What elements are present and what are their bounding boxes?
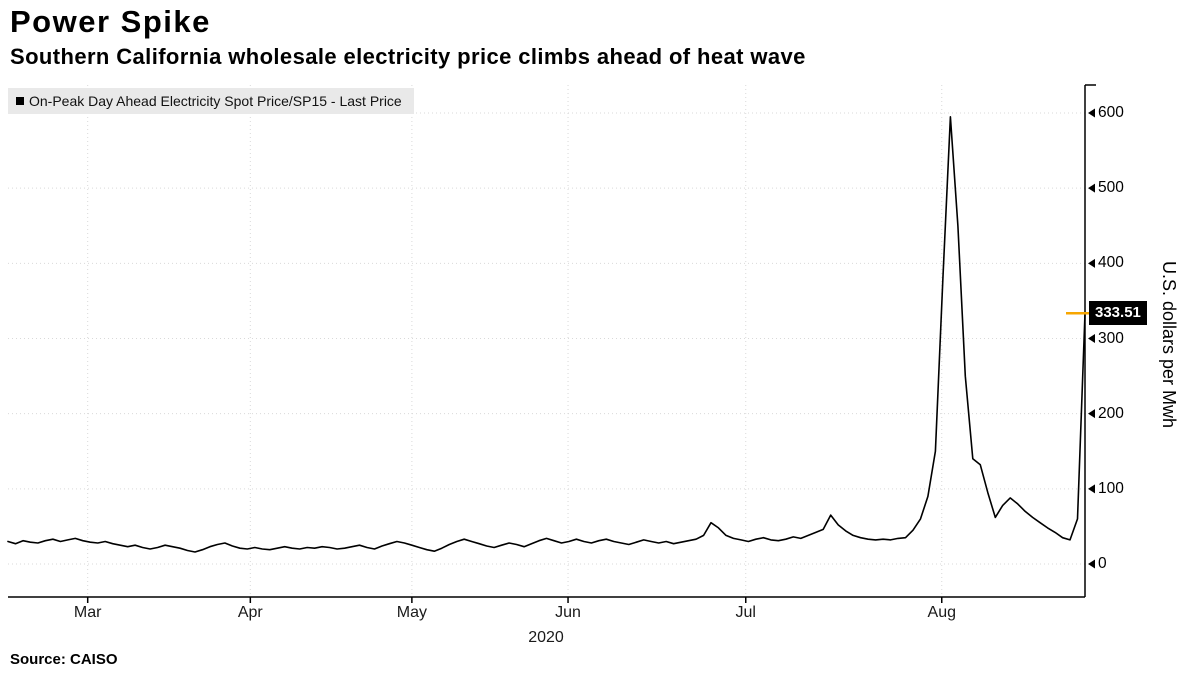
x-axis-tick-label-mar: Mar — [73, 604, 102, 621]
y-axis-tick-arrow-icon — [1088, 409, 1095, 419]
x-axis-year-label: 2020 — [528, 629, 564, 646]
y-axis-tick-label: 0 — [1098, 555, 1107, 572]
y-axis-tick-label: 400 — [1098, 254, 1124, 272]
y-axis-title: U.S. dollars per Mwh — [1159, 261, 1179, 429]
last-price-flag: 333.51 — [1089, 301, 1147, 326]
y-axis-tick-label: 600 — [1098, 104, 1124, 121]
chart-subtitle: Southern California wholesale electricit… — [10, 44, 806, 69]
y-axis-tick-arrow-icon — [1088, 183, 1095, 193]
legend-series-marker-icon — [16, 97, 24, 105]
y-axis-tick-label: 300 — [1098, 329, 1124, 347]
source-label: Source: CAISO — [10, 651, 118, 668]
y-axis-tick-arrow-icon — [1088, 258, 1095, 268]
x-axis-tick-label-aug: Aug — [927, 604, 956, 621]
legend: On-Peak Day Ahead Electricity Spot Price… — [8, 88, 414, 114]
x-axis-tick-label-apr: Apr — [237, 604, 263, 621]
y-axis-tick-label: 500 — [1098, 179, 1124, 197]
y-axis-tick-arrow-icon — [1088, 559, 1095, 569]
y-axis-tick-label: 200 — [1098, 404, 1124, 422]
price-series-line — [7, 116, 1086, 553]
y-axis-tick-arrow-icon — [1088, 484, 1095, 494]
y-axis-tick-arrow-icon — [1088, 108, 1095, 118]
x-axis-tick-label-jun: Jun — [555, 604, 581, 621]
chart-title: Power Spike — [10, 4, 211, 39]
y-axis-tick-arrow-icon — [1088, 334, 1095, 343]
x-axis-tick-label-jul: Jul — [735, 604, 756, 621]
legend-series-label: On-Peak Day Ahead Electricity Spot Price… — [29, 93, 402, 109]
x-axis-tick-label-may: May — [396, 604, 427, 621]
y-axis-tick-label: 100 — [1098, 479, 1124, 497]
